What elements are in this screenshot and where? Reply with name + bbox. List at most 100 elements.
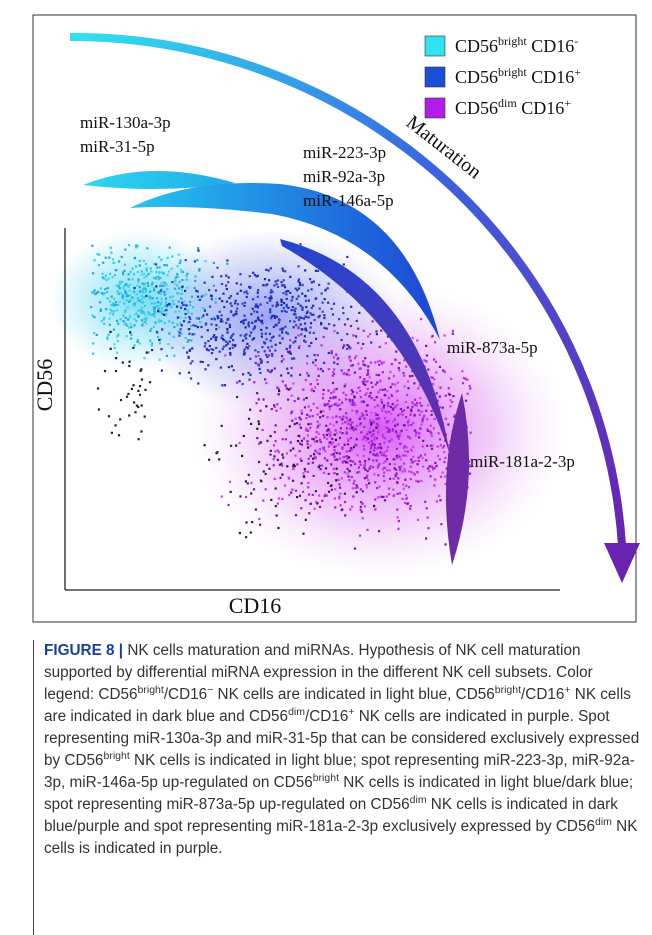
dot <box>194 324 197 327</box>
dot <box>305 329 308 332</box>
dot <box>138 264 141 267</box>
dot <box>343 471 346 474</box>
dot <box>162 284 165 287</box>
dot <box>351 487 354 490</box>
dot <box>108 317 111 320</box>
dot <box>373 406 376 409</box>
dot <box>271 354 274 357</box>
dot <box>308 415 311 418</box>
dot <box>285 290 288 293</box>
dot <box>361 438 364 441</box>
dot <box>170 305 173 308</box>
dot <box>378 345 381 349</box>
dot <box>398 434 401 437</box>
dot <box>395 423 398 426</box>
legend-text: CD16 <box>527 36 575 56</box>
dot <box>251 298 255 301</box>
dot <box>361 490 364 493</box>
dot <box>254 508 257 511</box>
dot <box>117 292 120 295</box>
dot <box>144 291 147 294</box>
dot <box>343 443 346 446</box>
dot <box>236 292 239 295</box>
dot <box>144 288 148 291</box>
dot <box>265 405 268 408</box>
dot <box>274 343 277 346</box>
dot <box>313 386 317 389</box>
dot <box>371 421 374 424</box>
dot <box>226 342 229 345</box>
dot <box>365 439 368 442</box>
dot <box>330 307 333 310</box>
dot <box>304 315 307 318</box>
dot <box>300 412 303 415</box>
dot <box>314 449 317 452</box>
dot <box>243 348 246 351</box>
dot <box>447 387 450 390</box>
dot <box>439 475 443 478</box>
dot <box>225 274 228 277</box>
dot <box>160 369 163 372</box>
dot <box>303 437 306 440</box>
dot <box>314 359 317 362</box>
dot <box>247 417 251 420</box>
dot <box>277 318 281 321</box>
dot <box>181 279 184 282</box>
dot <box>327 472 330 475</box>
spot-label: miR-223-3p <box>303 143 386 162</box>
dot <box>203 444 206 447</box>
dot <box>172 335 175 338</box>
dot <box>108 323 111 326</box>
dot <box>303 328 306 331</box>
dot <box>124 290 127 293</box>
dot <box>312 390 316 393</box>
dot <box>416 339 419 342</box>
dot <box>425 360 428 363</box>
dot <box>323 298 326 301</box>
dot <box>436 399 439 402</box>
dot <box>270 345 273 348</box>
dot <box>373 473 376 476</box>
dot <box>370 341 373 344</box>
dot <box>176 292 179 295</box>
dot <box>314 490 317 493</box>
dot <box>349 508 352 511</box>
dot <box>229 336 232 339</box>
dot <box>143 357 146 360</box>
dot <box>301 283 304 287</box>
dot <box>245 290 248 293</box>
dot <box>342 263 345 266</box>
dot <box>162 272 165 275</box>
dot <box>277 526 280 530</box>
dot <box>160 289 163 292</box>
dot <box>346 255 349 259</box>
dot <box>318 452 321 455</box>
dot <box>280 303 283 307</box>
dot <box>297 434 300 437</box>
dot <box>206 313 209 316</box>
dot <box>336 331 339 335</box>
dot <box>341 418 344 421</box>
dot <box>136 270 139 274</box>
dot <box>427 404 430 407</box>
dot <box>396 399 399 402</box>
dot <box>375 330 378 333</box>
dot <box>290 366 293 370</box>
dot <box>236 303 239 306</box>
dot <box>305 427 308 430</box>
dot <box>249 531 252 534</box>
dot <box>439 444 442 447</box>
dot <box>344 383 347 386</box>
dot <box>301 490 305 493</box>
dot <box>185 278 188 281</box>
dot <box>257 422 261 426</box>
dot <box>228 340 231 343</box>
dot <box>162 291 166 294</box>
dot <box>392 477 395 480</box>
dot <box>174 287 177 290</box>
dot <box>208 458 211 461</box>
dot <box>363 417 366 420</box>
dot <box>213 334 216 337</box>
dot <box>338 318 341 321</box>
dot <box>299 457 302 460</box>
